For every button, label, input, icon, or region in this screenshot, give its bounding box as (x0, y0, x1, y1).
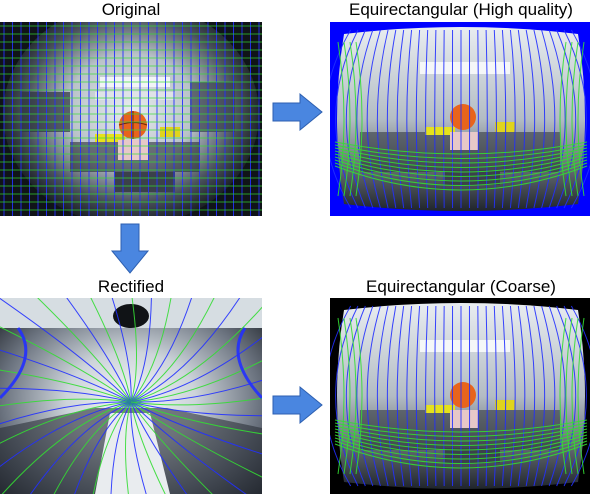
arrow-down (110, 223, 150, 274)
rectified-image (0, 298, 262, 494)
original-fisheye-image (0, 22, 262, 216)
arrow-right-top (272, 92, 323, 132)
label-equirect-hq: Equirectangular (High quality) (349, 0, 573, 19)
label-equirect-coarse: Equirectangular (Coarse) (366, 277, 556, 296)
label-rectified: Rectified (97, 277, 165, 296)
original-grid (0, 22, 262, 216)
equirect-hq-image (330, 22, 590, 216)
label-original: Original (101, 0, 161, 19)
equirect-coarse-image (330, 298, 590, 494)
arrow-right-bottom (272, 385, 323, 425)
